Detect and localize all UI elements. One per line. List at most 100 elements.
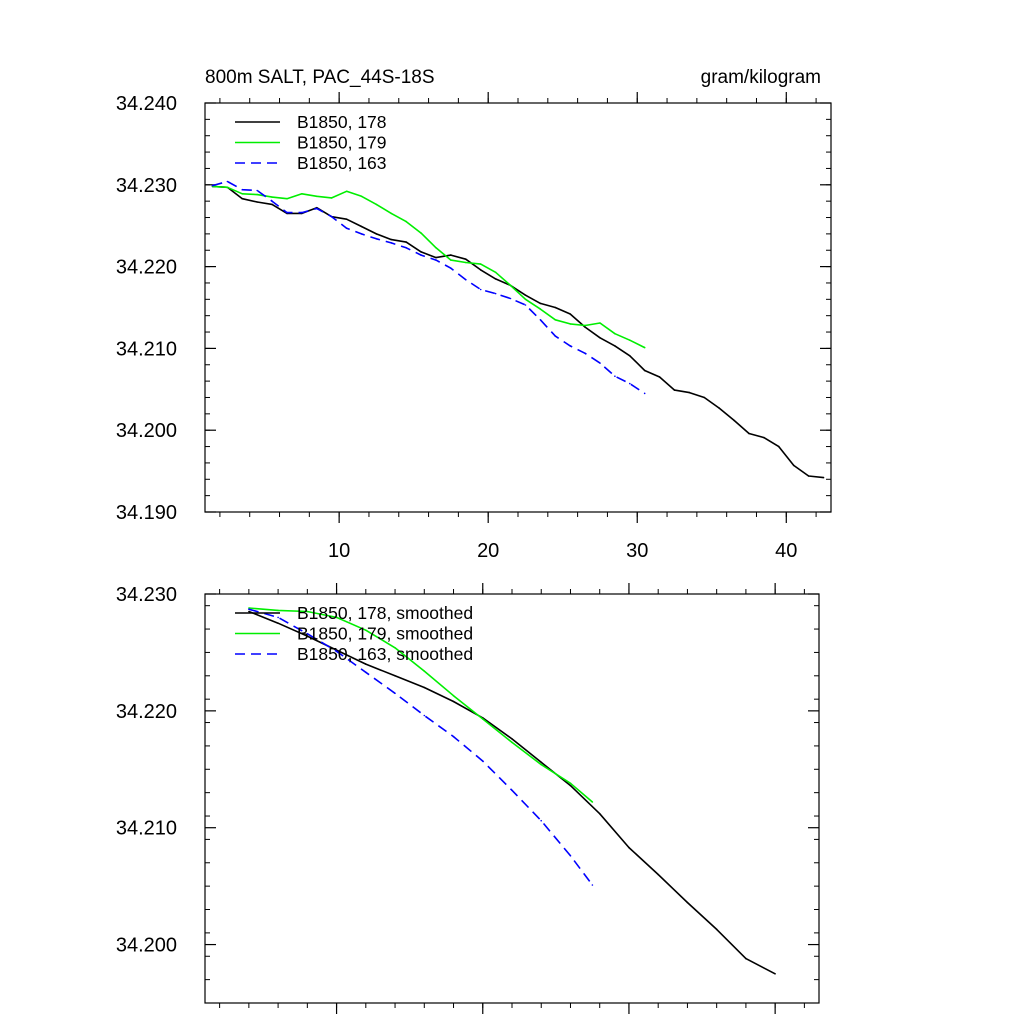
data-point: [465, 278, 467, 281]
x-tick-label: 20: [477, 540, 499, 562]
data-point: [365, 671, 367, 674]
bottom-panel: 34.200 34.210 34.220 34.230 B1850, 178, smoo…: [116, 583, 820, 1014]
data-point: [306, 610, 309, 613]
data-point: [435, 259, 437, 261]
data-point: [599, 322, 601, 324]
data-point: [494, 271, 497, 274]
legend-label: B1850, 178, smoothed: [297, 603, 473, 623]
y-tick-label: 34.220: [116, 701, 177, 723]
data-point: [629, 355, 631, 357]
data-point: [584, 352, 586, 355]
data-point: [688, 391, 691, 394]
data-point: [778, 445, 780, 448]
data-point: [733, 419, 735, 422]
y-tick-label: 34.210: [116, 818, 177, 840]
data-point: [335, 616, 338, 619]
chart-title: 800m SALT, PAC_44S-18S: [205, 67, 435, 88]
data-point: [375, 233, 378, 235]
data-point: [479, 263, 482, 265]
data-point: [511, 789, 513, 792]
data-point: [286, 197, 288, 200]
data-point: [248, 608, 250, 610]
data-point: [614, 375, 616, 378]
y-tick-label: 34.230: [116, 175, 177, 197]
data-point: [271, 196, 273, 198]
data-point: [509, 297, 512, 300]
y-tick-label: 34.240: [116, 93, 177, 115]
data-point: [673, 389, 676, 391]
data-point: [524, 294, 527, 297]
y-tick-label: 34.190: [116, 502, 177, 524]
top-panel: 34.190 34.200 34.210 34.220 34.230 34.240 10 20…: [116, 67, 832, 562]
data-point: [301, 211, 303, 214]
data-point: [511, 741, 513, 744]
data-point: [569, 345, 571, 347]
data-point: [248, 607, 250, 609]
data-point: [241, 197, 244, 200]
y-tick-label: 34.230: [116, 584, 177, 606]
legend-label: B1850, 179: [297, 133, 387, 153]
data-point: [435, 247, 437, 249]
data-point: [390, 238, 393, 241]
legend-label: B1850, 178: [297, 112, 387, 132]
data-point: [277, 609, 279, 612]
data-point: [420, 232, 422, 234]
data-point: [792, 464, 795, 467]
data-point: [482, 760, 484, 762]
data-point: [360, 195, 363, 198]
data-point: [569, 313, 571, 315]
data-point: [301, 193, 303, 195]
data-point: [540, 761, 542, 764]
data-point: [345, 190, 348, 193]
data-point: [718, 407, 720, 409]
data-point: [465, 261, 467, 264]
y-tick-label: 34.200: [116, 935, 177, 957]
data-point: [365, 663, 367, 665]
data-point: [584, 326, 586, 328]
data-point: [423, 714, 426, 717]
data-point: [643, 392, 646, 395]
data-point: [554, 319, 557, 321]
data-point: [390, 212, 393, 215]
data-point: [360, 225, 363, 228]
data-point: [686, 901, 689, 904]
data-point: [277, 616, 279, 619]
data-point: [394, 647, 396, 649]
data-point: [614, 345, 616, 347]
data-point: [452, 700, 455, 703]
data-point: [539, 308, 542, 310]
data-point: [330, 197, 333, 199]
data-point: [394, 692, 396, 695]
data-point: [554, 335, 557, 337]
data-point: [629, 382, 631, 385]
legend-label: B1850, 163: [297, 153, 387, 173]
data-point: [657, 873, 659, 876]
data-point: [569, 855, 572, 857]
data-point: [494, 278, 497, 280]
data-point: [375, 203, 378, 206]
x-tick-label: 40: [775, 540, 797, 562]
data-point: [774, 973, 776, 975]
data-point: [598, 812, 601, 815]
data-point: [591, 801, 594, 803]
data-point: [226, 180, 229, 183]
y-tick-label: 34.220: [116, 257, 177, 279]
series-line-1: [212, 185, 824, 479]
data-point: [241, 193, 244, 195]
y-tick-label: 34.200: [116, 420, 177, 442]
data-point: [271, 203, 273, 206]
data-point: [628, 846, 630, 849]
data-point: [420, 251, 422, 253]
data-point: [360, 233, 363, 235]
data-point: [569, 784, 572, 787]
data-point: [330, 215, 333, 218]
data-point: [494, 292, 497, 295]
data-point: [316, 195, 318, 198]
data-point: [345, 227, 348, 229]
data-point: [241, 188, 244, 191]
data-point: [452, 694, 455, 697]
units-label: gram/kilogram: [701, 67, 821, 88]
data-point: [420, 254, 422, 256]
data-point: [511, 738, 513, 740]
